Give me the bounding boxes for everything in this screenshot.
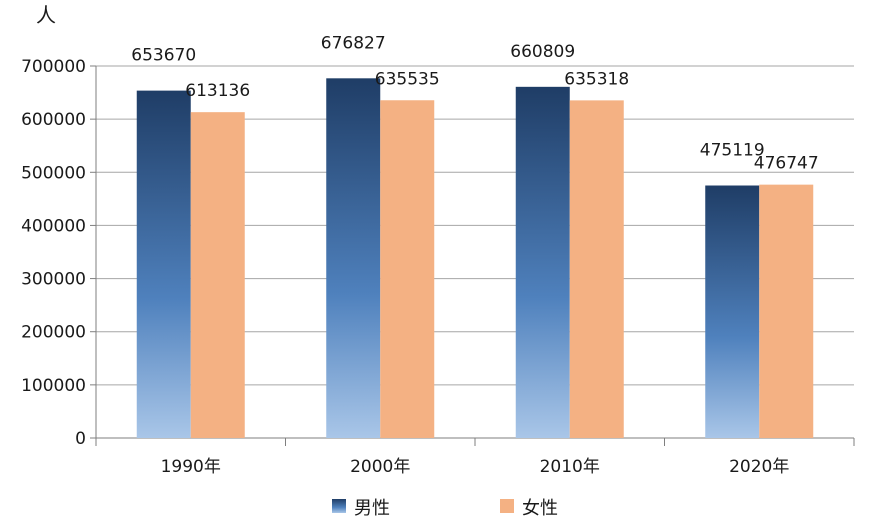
data-label: 475119 <box>700 141 765 161</box>
legend-label-male: 男性 <box>354 498 390 519</box>
data-label: 653670 <box>131 46 196 66</box>
bar-male <box>705 185 760 438</box>
bar-female <box>759 184 814 438</box>
data-label: 613136 <box>185 81 250 101</box>
x-tick-label: 2010年 <box>540 457 600 477</box>
data-label: 660809 <box>510 42 575 62</box>
legend: 男性 女性 <box>332 498 558 519</box>
y-tick-label: 700000 <box>21 57 86 77</box>
x-tick-label: 1990年 <box>161 457 221 477</box>
bar-female <box>569 100 624 438</box>
data-label: 635318 <box>564 69 629 89</box>
y-tick-label: 200000 <box>21 323 86 343</box>
y-tick-label: 100000 <box>21 376 86 396</box>
y-tick-label: 400000 <box>21 216 86 236</box>
data-label: 635535 <box>375 69 440 89</box>
data-label: 676827 <box>321 33 386 53</box>
bar-female <box>380 100 435 438</box>
data-labels: 653670 613136 676827 635535 660809 635318 4751… <box>131 33 818 173</box>
bar-male <box>515 86 570 439</box>
y-tick-label: 500000 <box>21 163 86 183</box>
y-axis-unit-label: 人 <box>36 3 56 27</box>
y-tick-label: 600000 <box>21 110 86 130</box>
bar-male <box>136 90 191 438</box>
bar-male <box>326 78 381 439</box>
bars <box>136 78 814 439</box>
x-tick-label: 2000年 <box>350 457 410 477</box>
bar-female <box>190 112 245 438</box>
legend-label-female: 女性 <box>522 498 558 519</box>
y-tick-label: 0 <box>75 429 86 449</box>
data-label: 476747 <box>754 154 819 174</box>
legend-swatch-female <box>500 499 514 513</box>
legend-swatch-male <box>332 499 346 513</box>
x-tick-label: 2020年 <box>729 457 789 477</box>
y-tick-label: 300000 <box>21 270 86 290</box>
